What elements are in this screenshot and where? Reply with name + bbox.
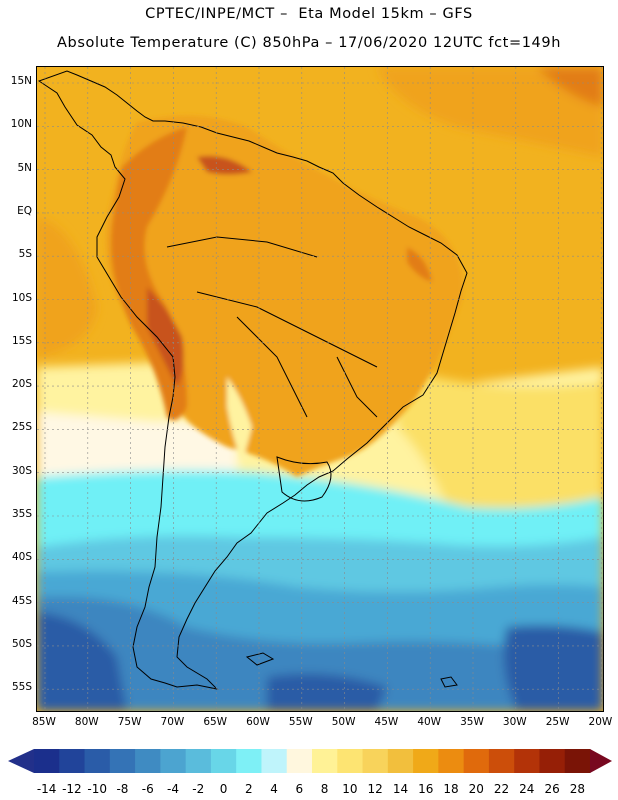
latitude-label: 35S [11,508,32,520]
colorbar-swatch [514,749,540,773]
longitude-label: 70W [160,716,185,728]
longitude-label: 55W [288,716,313,728]
longitude-label: 75W [117,716,142,728]
latitude-label: 5S [18,248,32,261]
colorbar-swatch [84,749,111,773]
colorbar-swatch [286,749,313,773]
longitude-label: 85W [32,716,56,728]
colorbar-swatch [236,749,262,773]
temperature-field [37,67,603,711]
map-grid [37,67,603,711]
longitude-label: 80W [74,716,99,728]
colorbar-label: 16 [418,782,434,796]
colorbar-swatch [564,749,591,773]
latitude-label: 20S [11,378,32,391]
colorbar-swatch [413,749,439,773]
map-title: CPTEC/INPE/MCT – Eta Model 15km – GFS [145,6,473,22]
colorbar-swatch [387,749,414,773]
colorbar-swatch [59,749,86,773]
colorbar-label: 2 [244,782,253,796]
colorbar-label: -14 [36,782,57,796]
colorbar-label: 6 [295,782,304,796]
colorbar-label: 22 [493,782,510,796]
colorbar-swatch [337,749,364,773]
latitude-label: EQ [17,204,32,217]
temperature-map [36,66,604,712]
colorbar-label: 20 [468,782,484,796]
longitude-label: 40W [417,716,442,728]
longitude-label: 50W [331,716,356,728]
longitude-label: 45W [374,716,399,728]
colorbar-label: 8 [320,782,329,796]
colorbar-label: -12 [62,782,82,796]
colorbar-label: 10 [342,782,358,796]
latitude-label: 25S [11,421,32,434]
colorbar-label: 14 [392,782,409,796]
colorbar-label: 28 [569,782,585,796]
latitude-label: 55S [11,681,32,694]
latitude-label: 30S [11,464,32,477]
colorbar-label: -4 [167,782,179,796]
colorbar-swatch [261,749,288,773]
longitude-label: 65W [203,716,228,728]
longitude-label: 60W [246,716,270,728]
colorbar-swatch [362,749,389,773]
colorbar-swatch [312,749,338,773]
latitude-label: 40S [11,551,32,564]
map-subtitle: Absolute Temperature (C) 850hPa – 17/06/… [57,35,561,51]
latitude-label: 50S [11,637,32,650]
colorbar-swatch [135,749,161,773]
longitude-label: 30W [502,716,527,728]
colorbar-swatch [185,749,212,773]
longitude-label: 35W [460,716,484,728]
colorbar-label: -10 [87,782,107,796]
colorbar-swatch [438,749,465,773]
colorbar-underflow-triangle [8,749,34,773]
colorbar-label: -8 [116,782,129,796]
colorbar-swatch [488,749,515,773]
colorbar-label: 18 [443,782,459,796]
longitude-label: 25W [545,716,570,728]
colorbar-label: -6 [141,782,154,796]
colorbar-swatch [463,749,490,773]
colorbar-swatch [210,749,237,773]
colorbar-swatch [109,749,136,773]
colorbar-label: 4 [270,782,278,796]
latitude-label: 15S [11,334,32,347]
latitude-label: 10S [11,291,32,304]
latitude-label: 10N [10,118,32,131]
colorbar-label: 0 [219,782,228,796]
latitude-label: 15N [10,75,32,87]
colorbar-swatch [160,749,187,773]
colorbar-label: -2 [192,782,205,796]
colorbar [8,749,612,773]
colorbar-overflow-triangle [590,749,612,773]
colorbar-label: 24 [519,782,535,796]
longitude-label: 20W [588,716,613,728]
latitude-label: 5N [17,161,32,174]
latitude-label: 45S [11,594,32,607]
colorbar-swatch [34,749,60,773]
colorbar-label: 12 [367,782,383,796]
colorbar-swatch [539,749,566,773]
colorbar-label: 26 [544,782,560,796]
